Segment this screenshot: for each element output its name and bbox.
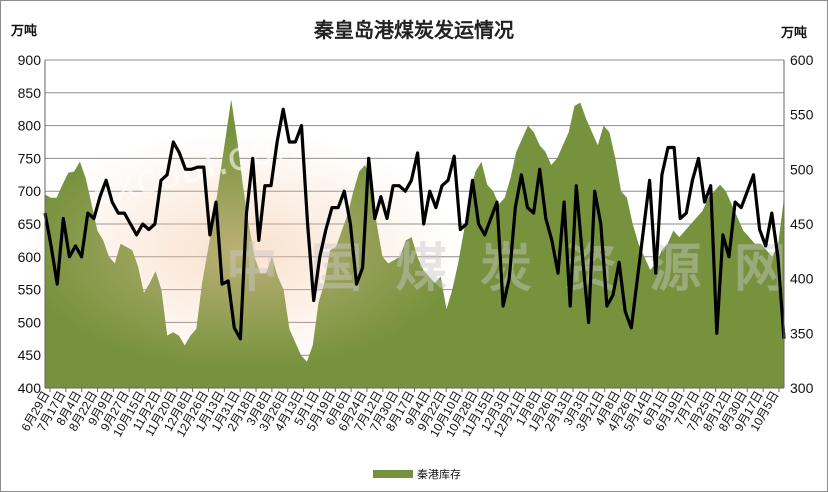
left-tick-900: 900 [18, 52, 42, 68]
left-tick-850: 850 [18, 85, 42, 101]
right-axis-unit: 万吨 [780, 25, 807, 41]
left-y-ticks: 400 450 500 550 600 650 700 750 800 850 900 [18, 52, 42, 396]
legend-label: 秦港库存 [417, 467, 461, 481]
right-y-ticks: 300 350 400 450 500 550 600 [790, 52, 814, 396]
left-tick-400: 400 [18, 380, 42, 396]
right-tick-350: 350 [790, 325, 814, 341]
right-tick-400: 400 [790, 271, 814, 287]
left-tick-450: 450 [18, 347, 42, 363]
chart-title: 秦皇岛港煤炭发运情况 [313, 18, 514, 42]
legend: 秦港库存 [373, 467, 461, 481]
left-tick-650: 650 [18, 216, 42, 232]
line-series-layer [43, 107, 786, 341]
left-tick-550: 550 [18, 282, 42, 298]
legend-swatch [373, 470, 413, 478]
right-tick-300: 300 [790, 380, 814, 396]
left-tick-800: 800 [18, 118, 42, 134]
left-tick-500: 500 [18, 314, 42, 330]
line-series-shipment [43, 107, 786, 341]
x-tick-labels: 6月29日7月17日8月4日8月22日9月9日9月27日10月15日11月2日1… [18, 388, 782, 439]
left-tick-700: 700 [18, 183, 42, 199]
right-tick-500: 500 [790, 161, 814, 177]
right-tick-550: 550 [790, 107, 814, 123]
right-tick-600: 600 [790, 52, 814, 68]
left-axis-unit: 万吨 [10, 23, 37, 39]
watermark-swoosh [21, 131, 461, 371]
right-tick-450: 450 [790, 216, 814, 232]
left-tick-600: 600 [18, 249, 42, 265]
left-tick-750: 750 [18, 150, 42, 166]
